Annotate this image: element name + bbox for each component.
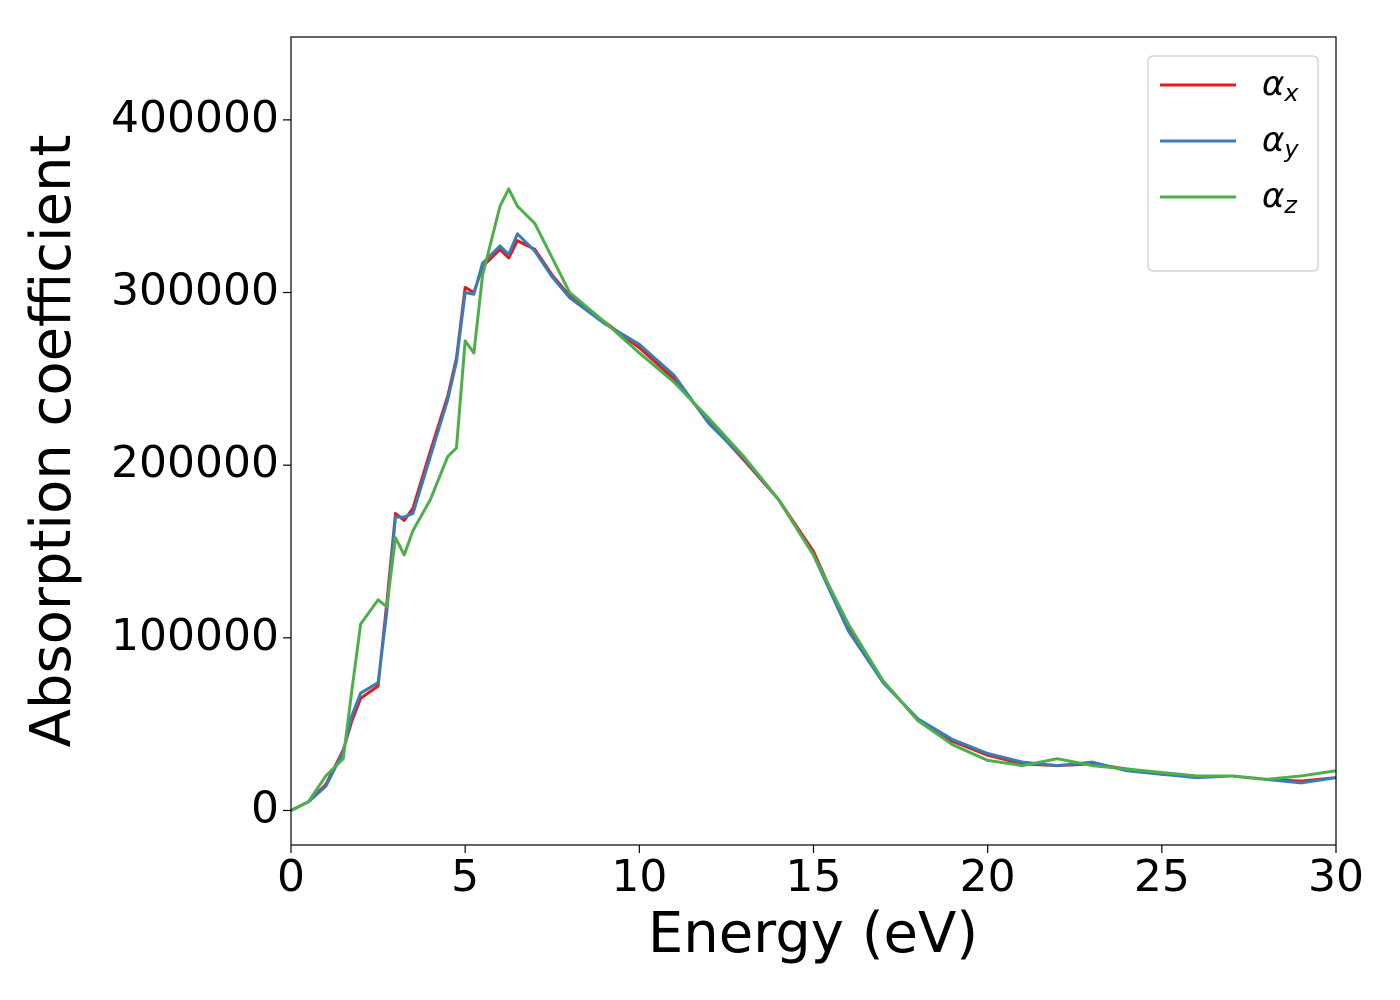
plot-frame: [290, 36, 1337, 846]
y-tick-label: 100000: [111, 610, 279, 661]
legend-label: αy: [1262, 120, 1299, 164]
x-tick-label: 5: [451, 851, 479, 902]
legend-label: αz: [1262, 176, 1298, 220]
y-tick-label: 300000: [111, 265, 279, 316]
y-tick-label: 0: [251, 782, 279, 833]
x-tick-label: 15: [786, 851, 842, 902]
x-axis-label: Energy (eV): [648, 901, 978, 966]
legend-box: [1147, 55, 1319, 272]
x-tick-label: 25: [1134, 851, 1190, 902]
x-tick-label: 10: [611, 851, 667, 902]
y-tick-label: 400000: [111, 92, 279, 143]
y-axis-label: Absorption coefficient: [19, 135, 84, 748]
line-series: [290, 239, 1337, 812]
x-tick-label: 30: [1308, 851, 1364, 902]
line-series: [290, 187, 1337, 812]
legend-label: αx: [1262, 64, 1299, 108]
x-tick-label: 0: [277, 851, 305, 902]
y-tick-label: 200000: [111, 437, 279, 488]
x-tick-label: 20: [960, 851, 1016, 902]
line-series: [290, 232, 1337, 812]
